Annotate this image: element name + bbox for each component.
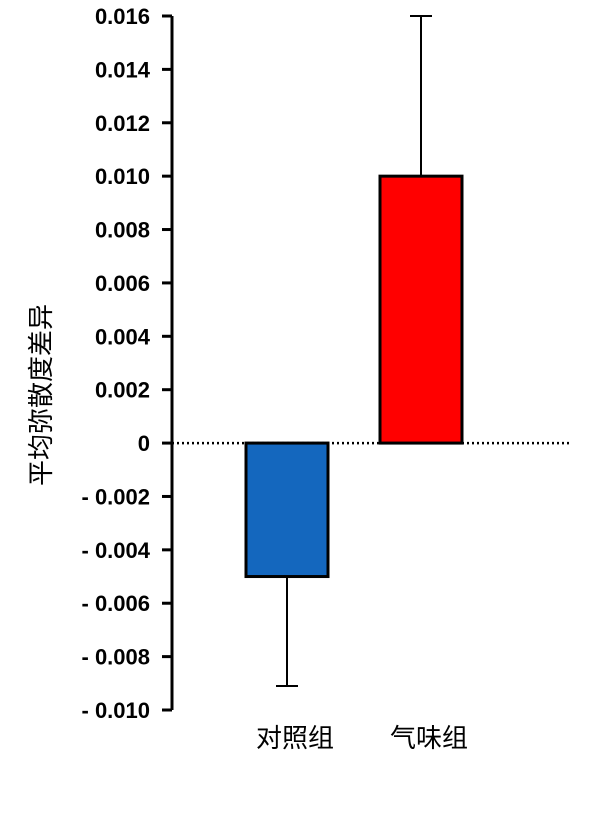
y-tick-label: 0.014 <box>95 57 151 82</box>
x-category-label: 对照组 <box>256 724 334 754</box>
y-tick-label: 0.002 <box>95 378 150 403</box>
bar-1 <box>378 174 464 445</box>
y-tick-label: 0.008 <box>95 218 150 243</box>
bars <box>244 15 464 687</box>
y-tick-label: 0.010 <box>95 164 150 189</box>
y-tick-label: - 0.002 <box>82 484 151 509</box>
y-tick-label: - 0.010 <box>82 698 151 723</box>
y-tick-label: 0.016 <box>95 4 150 29</box>
y-tick-label: 0 <box>138 431 150 456</box>
y-tick-label: - 0.008 <box>82 645 151 670</box>
x-category-label: 气味组 <box>390 724 468 754</box>
y-tick-labels: 0.016 0.014 0.012 0.010 0.008 0.006 0.004 0.002… <box>82 4 151 723</box>
y-axis <box>162 14 174 712</box>
y-tick-label: - 0.004 <box>82 538 151 563</box>
y-axis-label: 平均弥散度差异 <box>27 304 57 486</box>
y-tick-label: 0.012 <box>95 111 150 136</box>
y-tick-label: 0.006 <box>95 271 150 296</box>
y-tick-label: 0.004 <box>95 324 151 349</box>
y-tick-label: - 0.006 <box>82 591 151 616</box>
x-category-labels: 对照组 气味组 <box>256 724 468 754</box>
bar-0 <box>244 441 330 579</box>
